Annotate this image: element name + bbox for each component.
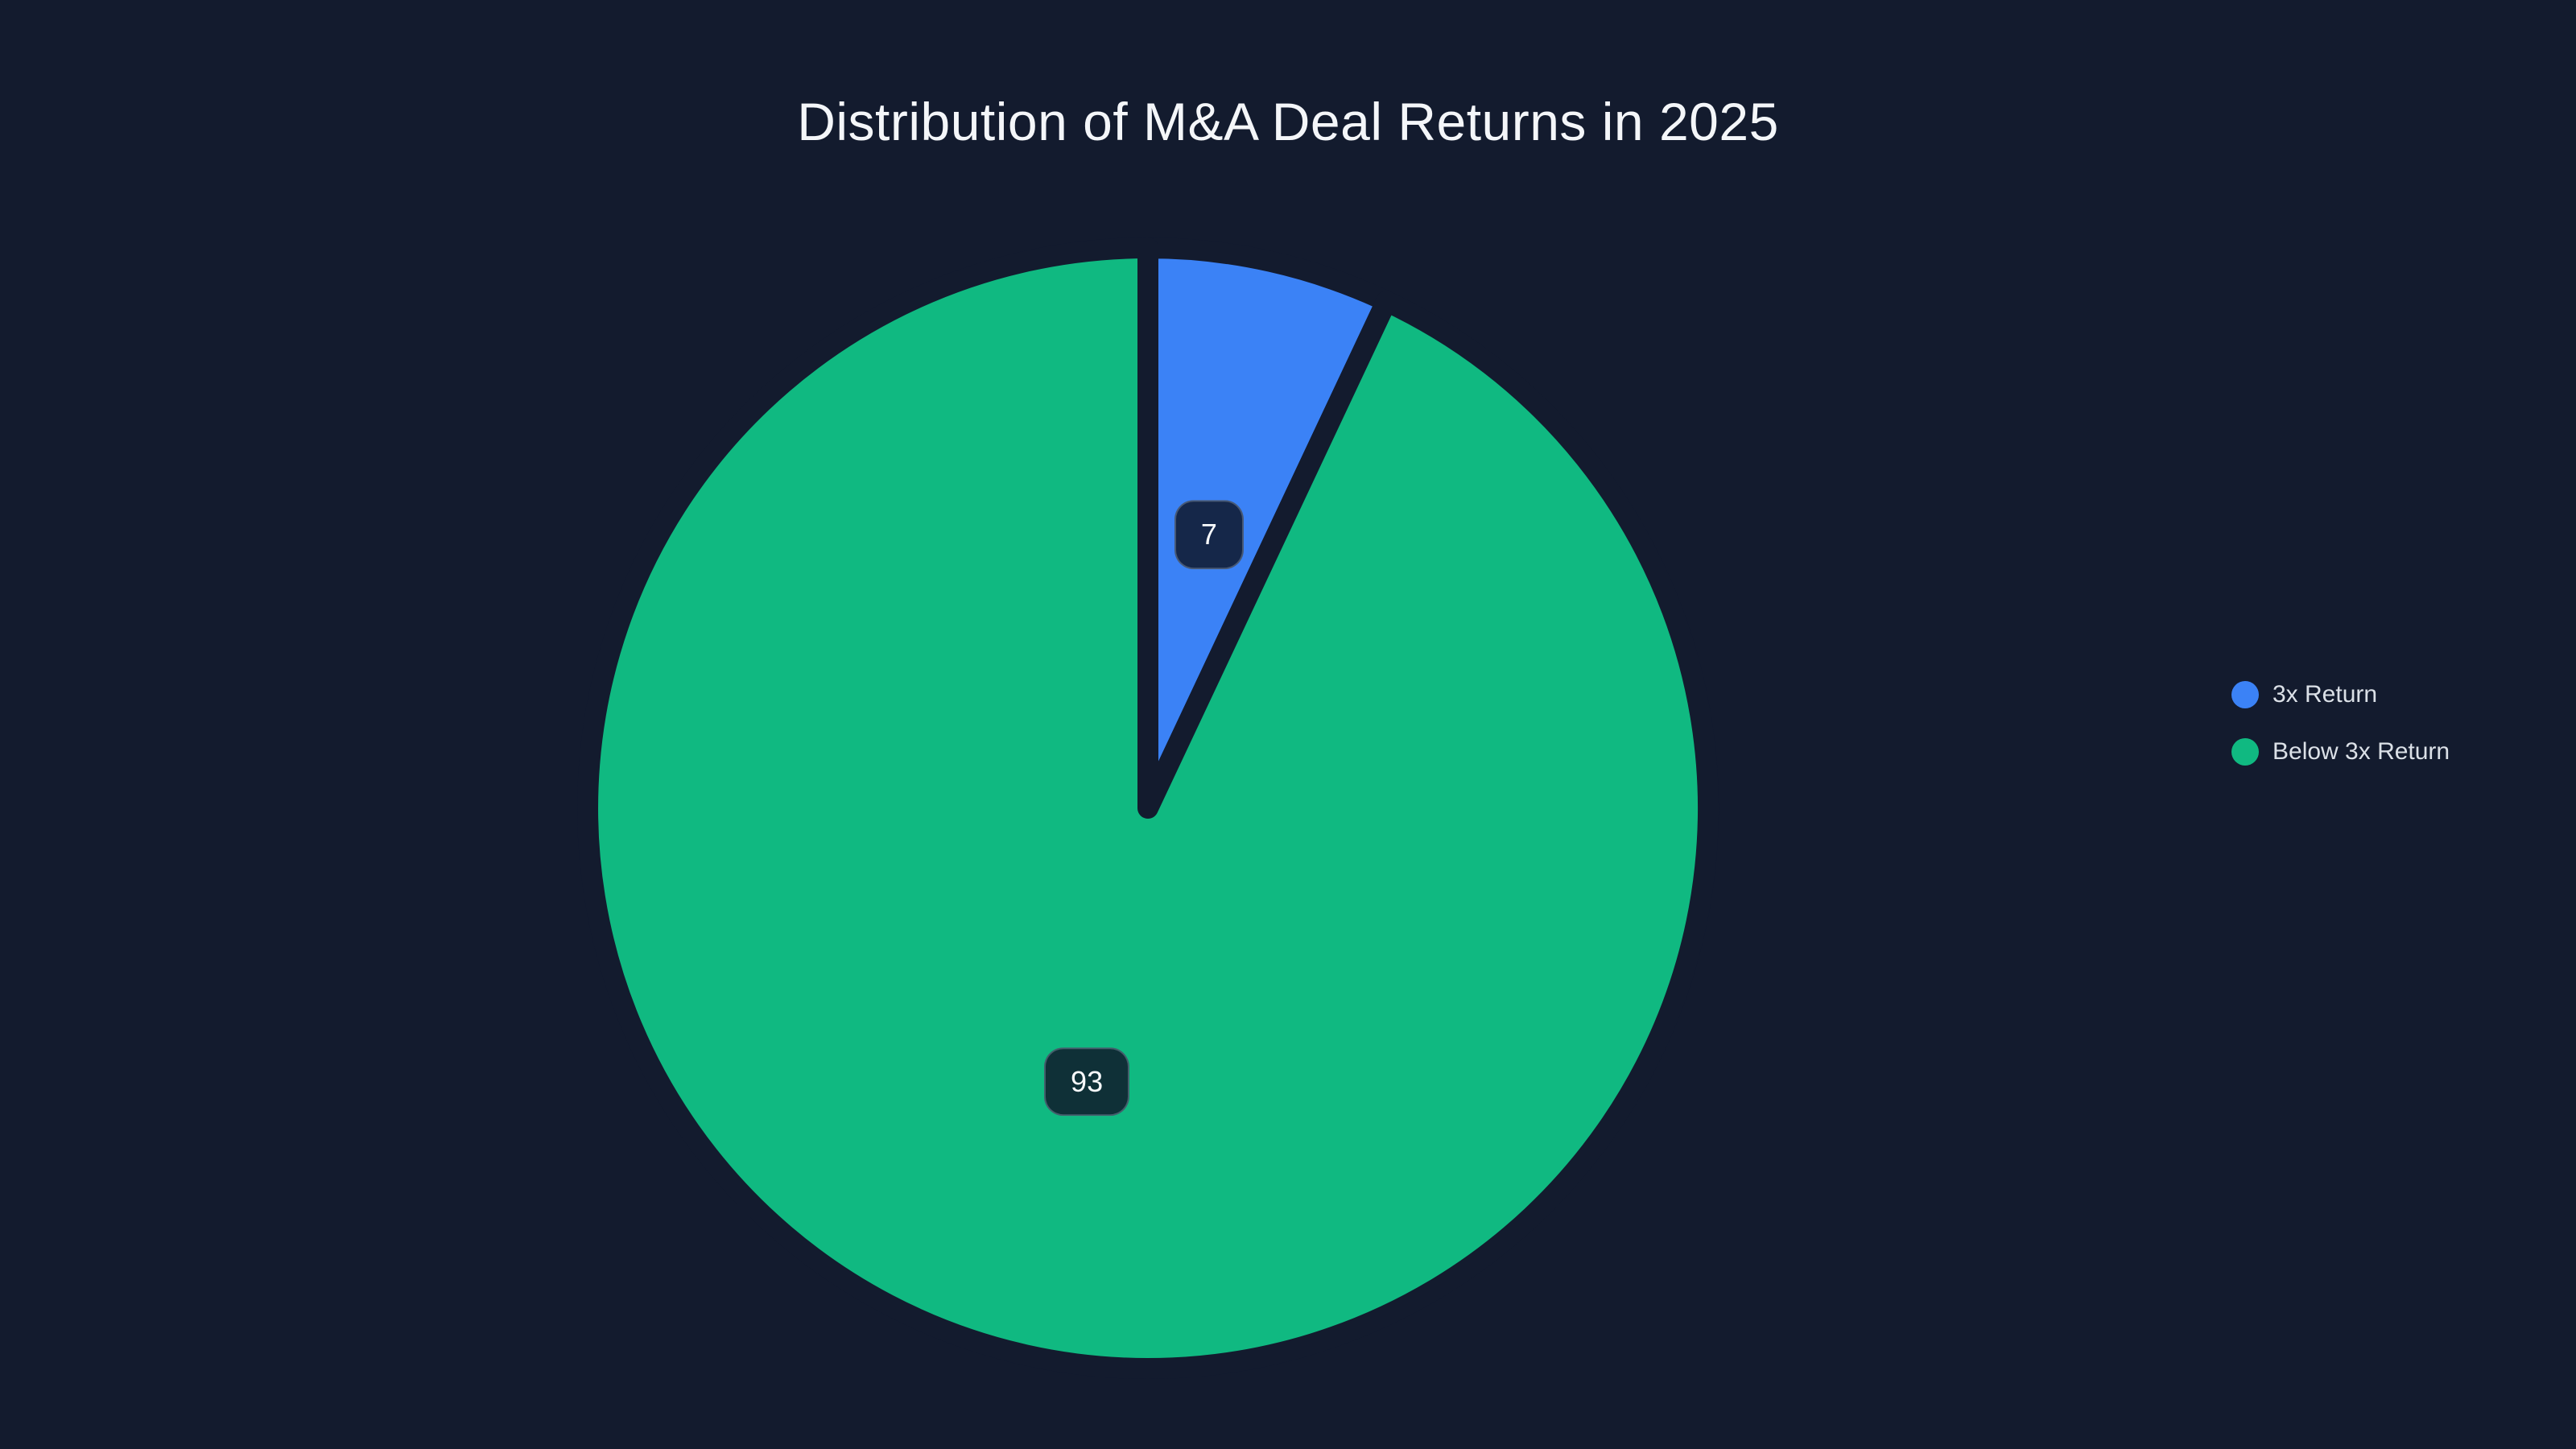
- value-label-3x-return: 7: [1174, 500, 1244, 570]
- legend: 3x Return Below 3x Return: [2231, 681, 2450, 766]
- legend-label-below-3x-return: Below 3x Return: [2273, 738, 2450, 765]
- legend-item-3x-return[interactable]: 3x Return: [2231, 681, 2450, 708]
- legend-label-3x-return: 3x Return: [2273, 681, 2378, 708]
- pie-slice-below-3x-return[interactable]: [577, 237, 1719, 1379]
- value-label-below-3x-return: 93: [1044, 1046, 1130, 1117]
- pie-chart[interactable]: [504, 164, 1792, 1449]
- legend-item-below-3x-return[interactable]: Below 3x Return: [2231, 738, 2450, 766]
- legend-swatch-3x-return: [2231, 681, 2259, 708]
- chart-title: Distribution of M&A Deal Returns in 2025: [797, 92, 1779, 151]
- legend-swatch-below-3x-return: [2231, 738, 2259, 766]
